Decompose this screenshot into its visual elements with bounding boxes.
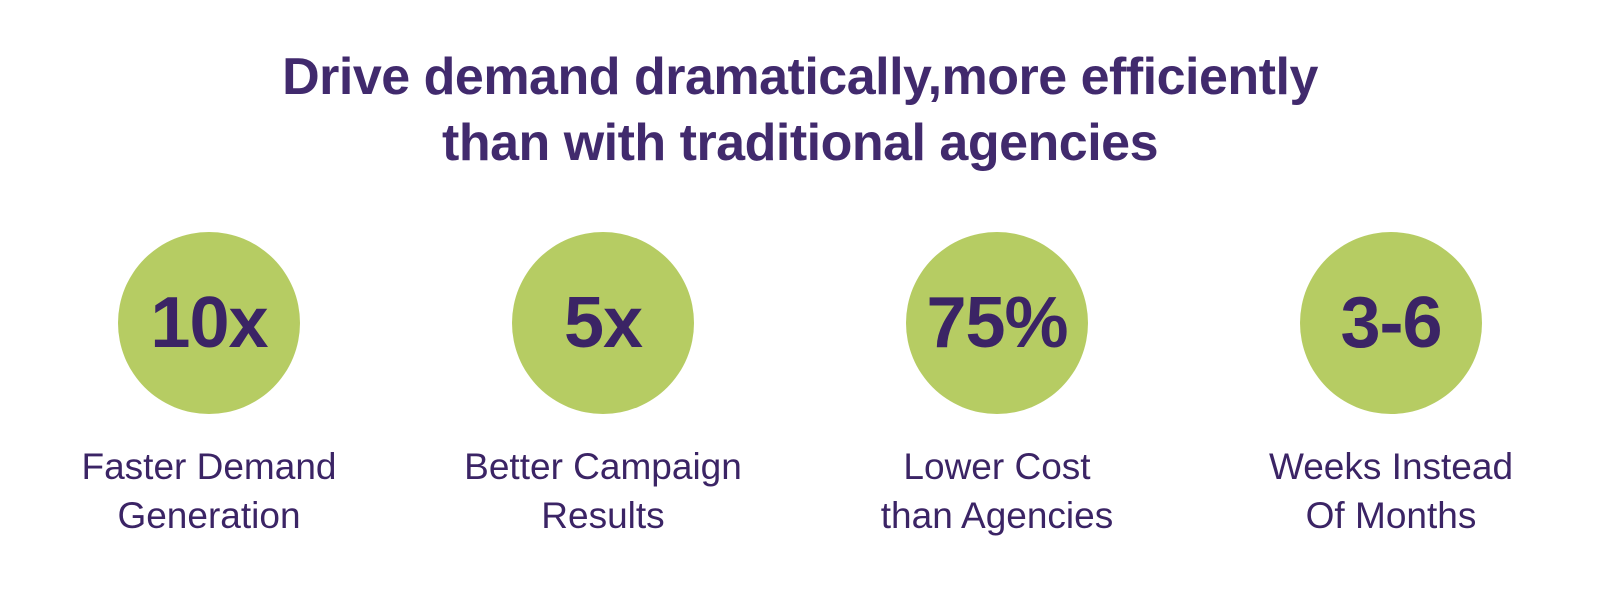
stat-circle: 5x [512,232,694,414]
stat-better-campaign-results: 5x Better Campaign Results [406,232,800,540]
stat-weeks-instead-of-months: 3-6 Weeks Instead Of Months [1194,232,1588,540]
stat-value: 5x [563,283,643,363]
headline-line-2: than with traditional agencies [442,114,1159,172]
stat-circle: 75% [906,232,1088,414]
stat-label: Faster Demand Generation [81,446,337,536]
headline: Drive demand dramatically,more efficient… [0,0,1600,176]
stat-lower-cost-than-agencies: 75% Lower Cost than Agencies [800,232,1194,540]
stats-row: 10x Faster Demand Generation 5x Better C… [0,232,1600,540]
stat-label: Weeks Instead Of Months [1268,446,1514,536]
stat-circle: 3-6 [1300,232,1482,414]
headline-line-1: Drive demand dramatically,more efficient… [282,48,1318,106]
stat-value: 3-6 [1340,283,1442,363]
stat-value: 75% [926,283,1068,363]
stat-circle: 10x [118,232,300,414]
stat-faster-demand-generation: 10x Faster Demand Generation [12,232,406,540]
stat-label: Better Campaign Results [464,446,742,536]
stat-value: 10x [150,283,268,363]
stat-label: Lower Cost than Agencies [880,446,1114,536]
